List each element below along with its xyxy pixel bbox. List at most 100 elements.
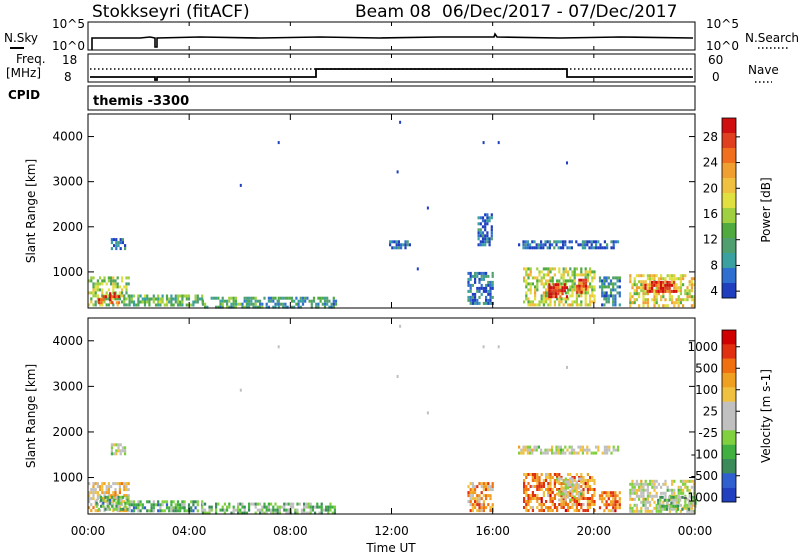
velocity-cell xyxy=(655,479,658,483)
power-cell xyxy=(607,282,610,286)
power-cell xyxy=(591,270,594,274)
power-cell xyxy=(476,289,479,293)
power-cell xyxy=(536,279,539,283)
power-cell xyxy=(571,273,574,277)
power-cell xyxy=(295,302,298,306)
power-cell xyxy=(558,279,561,283)
power-cell xyxy=(232,296,235,300)
power-cell xyxy=(671,295,674,299)
velocity-cell xyxy=(568,451,571,455)
velocity-cell xyxy=(649,509,652,513)
power-cell xyxy=(259,305,262,309)
velocity-cell xyxy=(487,482,490,486)
power-cell xyxy=(92,276,95,280)
velocity-cell xyxy=(612,500,615,504)
power-cell xyxy=(682,274,685,278)
velocity-cell xyxy=(560,485,563,488)
power-cell xyxy=(489,292,492,296)
power-cell xyxy=(245,299,248,303)
velocity-cell xyxy=(616,506,619,510)
power-cell xyxy=(640,286,643,290)
power-cell xyxy=(94,285,97,289)
power-cell xyxy=(92,288,95,292)
velocity-cell xyxy=(631,509,634,513)
velocity-cell xyxy=(679,479,682,483)
velocity-cell xyxy=(659,495,662,499)
velocity-cell xyxy=(551,509,554,512)
velocity-cell xyxy=(170,500,173,504)
velocity-cell xyxy=(603,451,606,455)
power-cell xyxy=(128,300,131,304)
velocity-cell xyxy=(150,509,153,513)
velocity-cell xyxy=(174,509,177,513)
power-cell xyxy=(272,296,275,300)
velocity-cell xyxy=(139,503,142,507)
power-cell xyxy=(548,240,551,244)
cpid-label: CPID xyxy=(8,88,40,102)
power-cell xyxy=(571,294,574,298)
velocity-cell xyxy=(531,476,534,479)
power-cell xyxy=(529,288,532,292)
velocity-cell xyxy=(586,503,589,506)
power-cell xyxy=(481,216,485,220)
velocity-cell xyxy=(104,495,107,499)
power-cell xyxy=(94,282,97,286)
velocity-cell xyxy=(487,488,490,492)
power-cell xyxy=(277,299,280,303)
power-cell xyxy=(92,291,95,295)
power-cell xyxy=(393,240,396,244)
velocity-cell xyxy=(617,445,620,449)
power-cell xyxy=(653,295,656,299)
velocity-cell xyxy=(522,448,525,452)
velocity-cell xyxy=(601,491,604,495)
power-cell xyxy=(690,304,693,308)
power-cell xyxy=(107,279,110,283)
velocity-cell xyxy=(670,507,673,511)
power-cell xyxy=(110,241,113,245)
power-cell xyxy=(686,289,689,293)
power-cell xyxy=(664,286,667,290)
power-cell xyxy=(119,241,122,245)
power-cell xyxy=(196,300,199,304)
velocity-panel-frame xyxy=(87,317,696,515)
velocity-cell xyxy=(549,509,552,512)
power-cell xyxy=(545,294,548,298)
velocity-cell xyxy=(586,488,589,491)
power-ytick-label: 2000 xyxy=(52,220,83,234)
velocity-cell xyxy=(575,500,578,503)
velocity-cell xyxy=(653,482,656,486)
power-cell xyxy=(527,282,530,286)
velocity-cell xyxy=(605,506,608,510)
power-cell xyxy=(686,298,689,302)
velocity-cell xyxy=(121,482,124,486)
velocity-cell xyxy=(471,509,474,513)
velocity-cell xyxy=(201,500,204,504)
power-cell xyxy=(540,270,543,274)
velocity-cell xyxy=(217,502,220,506)
velocity-cell xyxy=(629,488,632,492)
power-cell xyxy=(323,299,327,303)
power-cell xyxy=(165,300,169,304)
velocity-cell xyxy=(309,502,312,506)
power-cell xyxy=(94,303,97,307)
power-cell xyxy=(666,280,669,284)
power-panel xyxy=(88,120,696,309)
velocity-cell xyxy=(664,479,667,483)
power-cell xyxy=(123,285,126,289)
power-cell xyxy=(469,295,472,299)
power-cell xyxy=(290,299,294,303)
velocity-cell xyxy=(525,494,528,497)
power-cell xyxy=(245,305,248,309)
velocity-cell xyxy=(119,452,122,456)
power-cell xyxy=(558,297,561,301)
power-echo-patch xyxy=(98,292,121,305)
velocity-cell xyxy=(285,502,288,506)
power-cell xyxy=(119,247,122,251)
power-cell xyxy=(110,276,113,280)
velocity-cell xyxy=(121,446,124,450)
power-cell xyxy=(657,292,660,296)
velocity-cell xyxy=(589,485,592,488)
velocity-cell xyxy=(601,500,604,504)
velocity-cell xyxy=(237,502,240,506)
velocity-cell xyxy=(469,497,472,501)
